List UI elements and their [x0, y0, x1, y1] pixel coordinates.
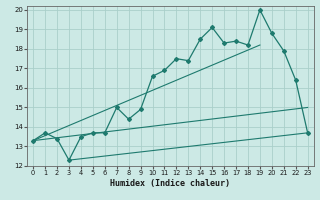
X-axis label: Humidex (Indice chaleur): Humidex (Indice chaleur): [110, 179, 230, 188]
